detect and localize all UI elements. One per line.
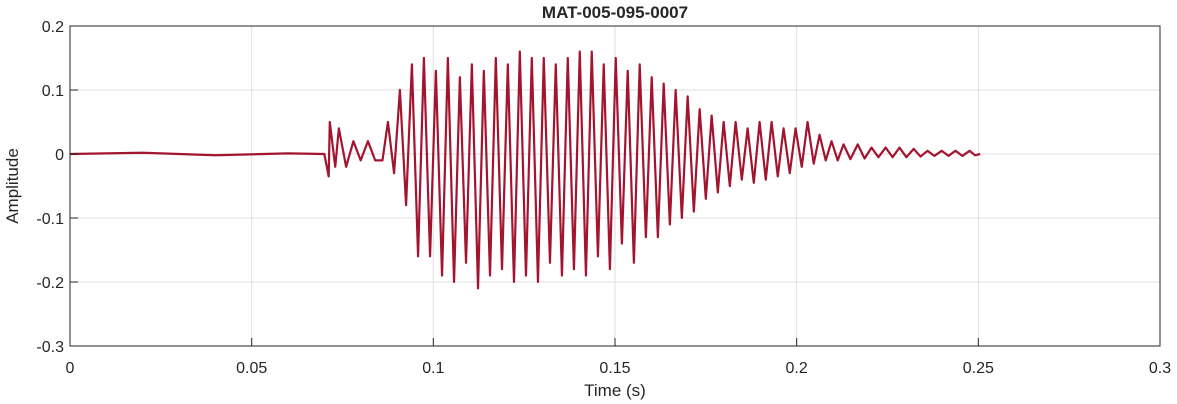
y-axis-label: Amplitude — [3, 148, 22, 224]
y-tick-label: -0.3 — [36, 339, 64, 356]
x-tick-label: 0.3 — [1149, 360, 1171, 377]
x-tick-label: 0.15 — [599, 360, 630, 377]
y-tick-label: 0.2 — [42, 19, 64, 36]
y-tick-label: 0 — [55, 147, 64, 164]
x-tick-label: 0 — [66, 360, 75, 377]
x-tick-label: 0.25 — [963, 360, 994, 377]
y-tick-label: -0.2 — [36, 275, 64, 292]
y-tick-label: -0.1 — [36, 211, 64, 228]
x-tick-label: 0.1 — [422, 360, 444, 377]
x-axis-label: Time (s) — [584, 381, 646, 400]
chart-title: MAT-005-095-0007 — [542, 3, 688, 22]
plot — [69, 50, 981, 290]
x-tick-label: 0.05 — [236, 360, 267, 377]
y-tick-label: 0.1 — [42, 83, 64, 100]
x-tick-label: 0.2 — [786, 360, 808, 377]
waveform-line — [69, 50, 981, 290]
